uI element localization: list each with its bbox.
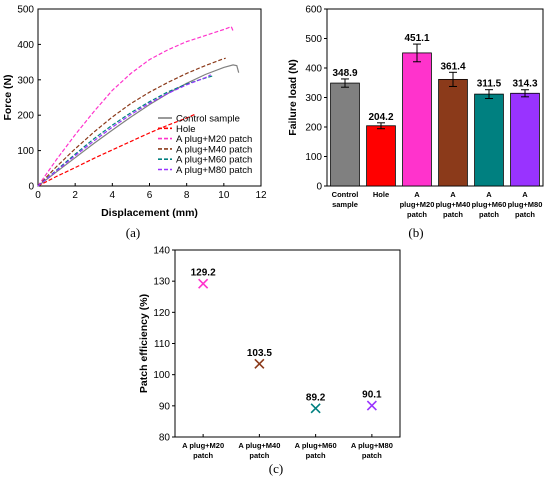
x-tick-label: 12 xyxy=(255,190,267,201)
bar-value-label-3: 451.1 xyxy=(404,33,429,44)
y-tick-label: 140 xyxy=(153,246,170,257)
x-category-label-2: Hole xyxy=(373,190,389,199)
bar-value-label-4: 361.4 xyxy=(440,61,465,72)
legend-entry-2: Hole xyxy=(176,124,196,135)
x-category-label-3: patch xyxy=(407,210,427,219)
series-line-6 xyxy=(37,74,212,187)
y-tick-label: 400 xyxy=(17,40,34,51)
legend-entry-5: A plug+M60 patch xyxy=(176,155,252,166)
y-tick-label: 110 xyxy=(154,339,170,350)
y-tick-label: 90 xyxy=(159,401,171,412)
legend-entry-6: A plug+M80 patch xyxy=(176,165,252,176)
y-tick-label: 600 xyxy=(305,5,322,16)
x-category-label-1: Control xyxy=(332,190,359,199)
bar-1 xyxy=(330,82,360,187)
bar-6 xyxy=(510,92,540,187)
scatter-marker-2 xyxy=(254,358,265,369)
x-category-label-1: patch xyxy=(193,451,213,460)
x-category-label-6: plug+M80 xyxy=(508,200,543,209)
x-category-label-5: plug+M60 xyxy=(472,200,507,209)
x-tick-label: 4 xyxy=(110,190,116,201)
x-tick-label: 8 xyxy=(184,190,190,201)
y-axis-title: Force (N) xyxy=(2,74,14,120)
bar-3 xyxy=(402,52,432,187)
panel-label-b: (b) xyxy=(408,225,423,240)
y-tick-label: 0 xyxy=(28,182,34,193)
point-value-label-4: 90.1 xyxy=(362,390,382,401)
y-tick-label: 500 xyxy=(17,5,34,16)
bar-value-label-5: 311.5 xyxy=(477,79,502,90)
x-category-label-5: patch xyxy=(479,210,499,219)
series-line-2 xyxy=(37,113,197,187)
y-tick-label: 130 xyxy=(153,277,170,288)
x-tick-label: 10 xyxy=(218,190,230,201)
y-tick-label: 500 xyxy=(305,34,322,45)
y-tick-label: 0 xyxy=(316,182,322,193)
x-tick-label: 6 xyxy=(147,190,153,201)
legend-entry-4: A plug+M40 patch xyxy=(176,144,252,155)
legend-entry-1: Control sample xyxy=(176,114,240,125)
x-category-label-2: patch xyxy=(249,451,269,460)
x-category-label-4: plug+M40 xyxy=(436,200,471,209)
x-axis-title: Displacement (mm) xyxy=(101,207,198,219)
bar-4 xyxy=(438,78,468,187)
y-tick-label: 200 xyxy=(17,111,34,122)
bar-value-label-1: 348.9 xyxy=(332,68,357,79)
x-category-label-4: patch xyxy=(362,451,382,460)
panel-b-bar-chart: 0 100 200 300 400 500 600 Failure load (N) 348.9… xyxy=(287,5,544,240)
x-category-label-2: A plug+M40 xyxy=(238,441,280,450)
x-category-label-3: A xyxy=(414,190,420,199)
bar-2 xyxy=(366,125,396,187)
x-category-label-1: sample xyxy=(332,200,358,209)
x-category-label-3: A plug+M60 xyxy=(295,441,337,450)
series-line-3 xyxy=(37,25,234,187)
x-category-label-4: A plug+M80 xyxy=(351,441,393,450)
x-tick-label: 2 xyxy=(72,190,78,201)
legend-entry-3: A plug+M20 patch xyxy=(176,134,252,145)
series-line-1 xyxy=(37,64,240,187)
bar-value-label-2: 204.2 xyxy=(368,112,393,123)
panel-c-scatter-chart: 80 90 100 110 120 130 140 Patch efficiency (%) 1… xyxy=(138,246,401,476)
bar-5 xyxy=(474,93,504,187)
x-category-label-6: A xyxy=(522,190,528,199)
y-axis-title: Patch efficiency (%) xyxy=(138,294,150,393)
y-tick-label: 80 xyxy=(159,433,171,444)
x-category-label-1: A plug+M20 xyxy=(182,441,224,450)
x-category-label-3: plug+M20 xyxy=(400,200,435,209)
y-tick-label: 120 xyxy=(153,308,170,319)
point-value-label-3: 89.2 xyxy=(306,392,326,403)
point-value-label-2: 103.5 xyxy=(247,348,272,359)
scatter-marker-1 xyxy=(198,278,209,289)
x-category-label-6: patch xyxy=(515,210,535,219)
panel-label-c: (c) xyxy=(269,461,283,476)
y-tick-label: 100 xyxy=(305,152,322,163)
scatter-marker-3 xyxy=(310,403,321,414)
point-value-label-1: 129.2 xyxy=(191,268,216,279)
panel-a-line-chart: 0 2 4 6 8 10 12 0 100 200 300 400 500 Displacement (m… xyxy=(2,5,267,241)
y-tick-label: 100 xyxy=(153,370,170,381)
x-category-label-5: A xyxy=(486,190,492,199)
x-category-label-4: A xyxy=(450,190,456,199)
y-tick-label: 100 xyxy=(17,146,34,157)
y-tick-label: 200 xyxy=(305,123,322,134)
series-line-4 xyxy=(37,57,226,187)
x-category-label-4: patch xyxy=(443,210,463,219)
y-tick-label: 400 xyxy=(305,64,322,75)
panel-label-a: (a) xyxy=(126,225,140,240)
y-axis-title: Failure load (N) xyxy=(287,59,299,135)
y-tick-label: 300 xyxy=(17,75,34,86)
scatter-marker-4 xyxy=(366,400,377,411)
x-tick-label: 0 xyxy=(35,190,41,201)
bar-value-label-6: 314.3 xyxy=(512,79,537,90)
x-category-label-3: patch xyxy=(306,451,326,460)
y-tick-label: 300 xyxy=(305,93,322,104)
